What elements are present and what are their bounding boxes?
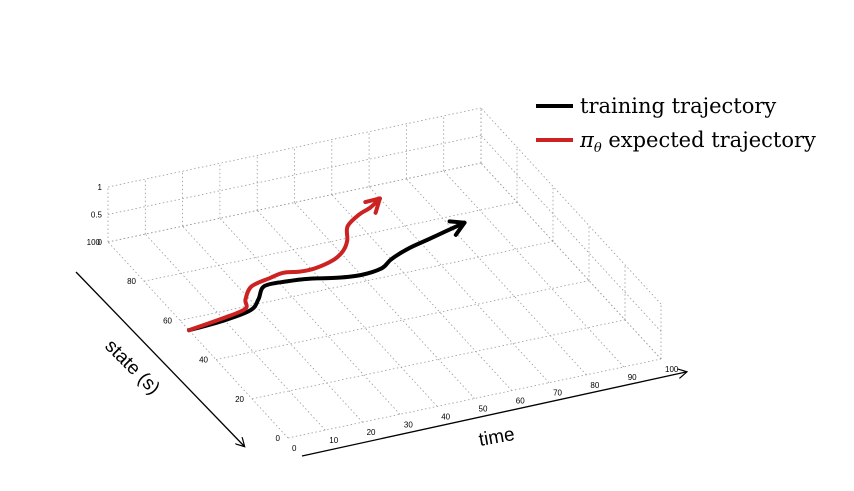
z-tick-label: 0.5 xyxy=(91,211,103,220)
x-tick-label: 100 xyxy=(665,365,679,374)
series-arrowhead-1 xyxy=(363,196,382,215)
x-axis-label: time xyxy=(477,424,516,451)
floor-grid-line-time xyxy=(294,202,475,399)
z-tick-label: 1 xyxy=(98,183,103,192)
x-tick-label: 10 xyxy=(329,436,338,445)
x-tick-label: 90 xyxy=(628,373,637,382)
floor-grid-line-time xyxy=(182,225,363,423)
legend-label-expected-prefix: π xyxy=(579,128,595,152)
legend-label-expected-suffix: expected trajectory xyxy=(602,128,816,152)
series-line-0 xyxy=(187,220,467,333)
floor-grid-line-time xyxy=(256,210,438,407)
series-line-1 xyxy=(187,196,382,333)
x-tick-label: 60 xyxy=(516,397,525,406)
y-tick-label: 40 xyxy=(199,356,208,365)
time-axis-arrow xyxy=(301,372,686,457)
x-tick-label: 0 xyxy=(292,444,297,453)
y-tick-label: 60 xyxy=(163,316,172,325)
legend-label-expected: πθ expected trajectory xyxy=(579,128,816,156)
floor-grid-line-time xyxy=(368,186,550,383)
axes: time state (s) xyxy=(75,271,686,457)
legend: training trajectory πθ expected trajecto… xyxy=(536,94,816,156)
floor-grid-line-time xyxy=(145,233,326,431)
legend-label-training: training trajectory xyxy=(580,94,776,118)
x-tick-label: 30 xyxy=(404,420,413,429)
series-1 xyxy=(187,196,382,333)
grid-lines xyxy=(107,107,662,439)
x-tick-label: 40 xyxy=(441,412,450,421)
floor-grid-line-time xyxy=(406,178,587,376)
series-0 xyxy=(187,219,467,333)
x-tick-label: 50 xyxy=(479,405,488,414)
side-wall-grid-horizontal xyxy=(480,107,662,305)
floor-grid-line-state xyxy=(215,280,590,360)
y-tick-label: 100 xyxy=(87,238,101,247)
y-tick-label: 20 xyxy=(235,395,244,404)
floor-grid-line-time xyxy=(219,218,401,415)
legend-label-expected-subscript: θ xyxy=(594,141,602,156)
x-tick-label: 20 xyxy=(367,428,376,437)
series-lines xyxy=(187,196,467,333)
z-tick-label: 0 xyxy=(98,238,103,247)
state-axis-arrow xyxy=(75,271,244,446)
y-tick-label: 0 xyxy=(276,434,281,443)
legend-item-training: training trajectory xyxy=(536,94,776,118)
legend-item-expected: πθ expected trajectory xyxy=(536,128,816,156)
y-tick-label: 80 xyxy=(127,277,136,286)
side-wall-grid-horizontal xyxy=(480,135,662,332)
side-wall-grid-horizontal xyxy=(480,162,662,360)
x-tick-label: 70 xyxy=(553,389,562,398)
floor-grid-line-time xyxy=(331,194,513,391)
floor-grid-line-state xyxy=(179,241,554,321)
floor-grid-line-time xyxy=(443,170,624,368)
y-axis-label: state (s) xyxy=(100,336,163,399)
x-tick-label: 80 xyxy=(590,381,599,390)
floor-grid-line-time xyxy=(107,241,289,439)
series-arrowhead-0 xyxy=(447,219,467,237)
